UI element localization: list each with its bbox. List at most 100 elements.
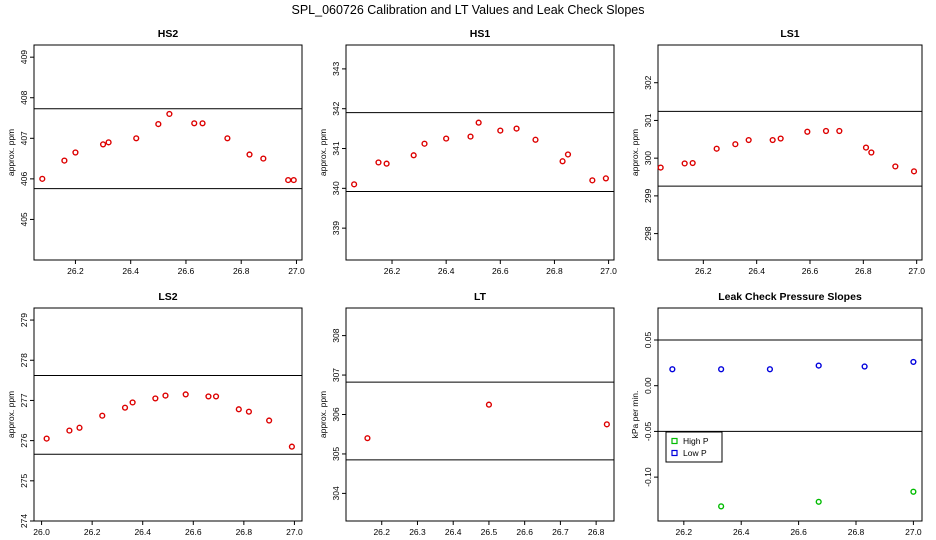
data-point-series bbox=[285, 176, 292, 184]
data-point-series bbox=[224, 135, 231, 142]
x-tick-label: 26.7 bbox=[552, 527, 569, 537]
data-point-series bbox=[769, 136, 776, 144]
y-axis-label: approx. ppm bbox=[318, 129, 328, 176]
data-point-series bbox=[532, 136, 539, 143]
x-tick-label: 26.6 bbox=[185, 527, 202, 537]
y-tick-label: 343 bbox=[331, 62, 341, 76]
y-tick-label: 340 bbox=[331, 181, 341, 195]
data-point-series bbox=[290, 176, 297, 184]
x-tick-label: 26.6 bbox=[516, 527, 533, 537]
data-point-series bbox=[235, 406, 242, 413]
data-point-series bbox=[713, 145, 720, 152]
panel-title: LT bbox=[474, 291, 487, 303]
panel-title: LS1 bbox=[780, 28, 799, 40]
y-axis-label: approx. ppm bbox=[6, 129, 16, 176]
data-point-series bbox=[383, 160, 390, 167]
data-point-series bbox=[559, 158, 566, 165]
data-point-series bbox=[836, 127, 843, 135]
data-point-series bbox=[732, 141, 739, 148]
plot-frame bbox=[345, 307, 615, 522]
x-tick-label: 27.0 bbox=[288, 266, 305, 276]
legend-label-high-p: High P bbox=[683, 436, 709, 446]
data-point-series bbox=[589, 177, 596, 184]
x-tick-label: 26.8 bbox=[855, 266, 872, 276]
x-tick-label: 26.8 bbox=[588, 527, 605, 537]
x-tick-label: 26.2 bbox=[67, 266, 84, 276]
panel-ls2: LS2 approx. ppm 26.0 26.2 26.4 26.6 26.8 27.0 27… bbox=[6, 291, 303, 537]
y-tick-label: 298 bbox=[643, 226, 653, 240]
data-point-series bbox=[375, 159, 382, 166]
x-tick-label: 26.4 bbox=[134, 527, 151, 537]
data-point-series bbox=[72, 149, 79, 156]
x-tick-label: 27.0 bbox=[905, 527, 922, 537]
y-tick-label: 304 bbox=[331, 486, 341, 500]
data-point-series bbox=[777, 135, 784, 142]
figure-title: SPL_060726 Calibration and LT Values and… bbox=[291, 3, 644, 17]
y-axis-label: approx. ppm bbox=[318, 391, 328, 438]
data-point-series bbox=[351, 181, 358, 188]
panel-title: Leak Check Pressure Slopes bbox=[718, 291, 862, 303]
panel-lt: LT approx. ppm 26.2 26.3 26.4 26.5 26.6 26.7 26.… bbox=[318, 291, 615, 537]
legend-label-low-p: Low P bbox=[683, 448, 707, 458]
plot-frame bbox=[657, 44, 923, 261]
panel-leak-check-pressure-slopes: Leak Check Pressure Slopes kPa per min. 26… bbox=[630, 291, 923, 537]
y-tick-label: 342 bbox=[331, 101, 341, 115]
data-point-series bbox=[152, 395, 159, 402]
data-point-low-p bbox=[861, 363, 868, 370]
x-tick-label: 26.2 bbox=[84, 527, 101, 537]
y-tick-label: 276 bbox=[19, 433, 29, 447]
x-tick-label: 26.6 bbox=[802, 266, 819, 276]
data-point-series bbox=[892, 163, 899, 170]
x-tick-label: 27.0 bbox=[600, 266, 617, 276]
data-point-series bbox=[191, 120, 198, 127]
x-tick-label: 26.6 bbox=[790, 527, 807, 537]
data-point-series bbox=[564, 151, 572, 158]
data-point-series bbox=[467, 133, 474, 140]
y-tick-label: -0.05 bbox=[643, 421, 653, 441]
y-tick-label: 339 bbox=[331, 221, 341, 235]
data-point-series bbox=[39, 175, 46, 182]
legend-marker-low-p bbox=[671, 449, 678, 457]
x-tick-label: 26.4 bbox=[445, 527, 462, 537]
y-tick-label: 279 bbox=[19, 313, 29, 327]
data-point-low-p bbox=[815, 362, 822, 369]
data-point-high-p bbox=[910, 488, 917, 495]
data-point-series bbox=[212, 393, 220, 400]
data-point-series bbox=[99, 141, 107, 148]
data-point-series bbox=[129, 399, 136, 406]
data-point-series bbox=[603, 421, 610, 428]
x-tick-label: 26.4 bbox=[733, 527, 750, 537]
data-point-series bbox=[166, 110, 173, 118]
x-tick-label: 26.8 bbox=[233, 266, 250, 276]
data-point-series bbox=[76, 424, 83, 431]
x-tick-label: 26.0 bbox=[33, 527, 50, 537]
x-tick-label: 26.3 bbox=[409, 527, 426, 537]
plot-frame bbox=[33, 307, 303, 522]
data-point-series bbox=[745, 136, 752, 144]
y-tick-label: 341 bbox=[331, 141, 341, 155]
y-tick-label: 306 bbox=[331, 407, 341, 421]
plot-frame bbox=[33, 44, 303, 261]
data-point-series bbox=[105, 139, 112, 146]
y-axis-label: approx. ppm bbox=[630, 129, 640, 176]
data-point-series bbox=[804, 128, 811, 135]
y-tick-label: 408 bbox=[19, 90, 29, 104]
y-tick-label: 302 bbox=[643, 75, 653, 89]
x-tick-label: 26.2 bbox=[384, 266, 401, 276]
plot-frame bbox=[345, 44, 615, 261]
x-tick-label: 26.6 bbox=[492, 266, 509, 276]
data-point-series bbox=[99, 412, 106, 419]
x-tick-label: 26.8 bbox=[236, 527, 253, 537]
x-tick-label: 26.4 bbox=[122, 266, 139, 276]
chart-panels: HS2 approx. ppm 26.2 26.4 26.6 26.8 27.0 405 406… bbox=[6, 28, 925, 537]
y-tick-label: 305 bbox=[331, 447, 341, 461]
y-tick-label: 274 bbox=[19, 514, 29, 528]
data-point-series bbox=[513, 125, 520, 132]
panel-hs2: HS2 approx. ppm 26.2 26.4 26.6 26.8 27.0 405 406… bbox=[6, 28, 305, 276]
data-point-series bbox=[246, 151, 253, 158]
data-point-series bbox=[182, 391, 189, 398]
data-point-series bbox=[657, 164, 664, 171]
data-point-low-p bbox=[910, 358, 917, 366]
data-point-series bbox=[868, 149, 875, 156]
data-point-series bbox=[205, 393, 212, 400]
